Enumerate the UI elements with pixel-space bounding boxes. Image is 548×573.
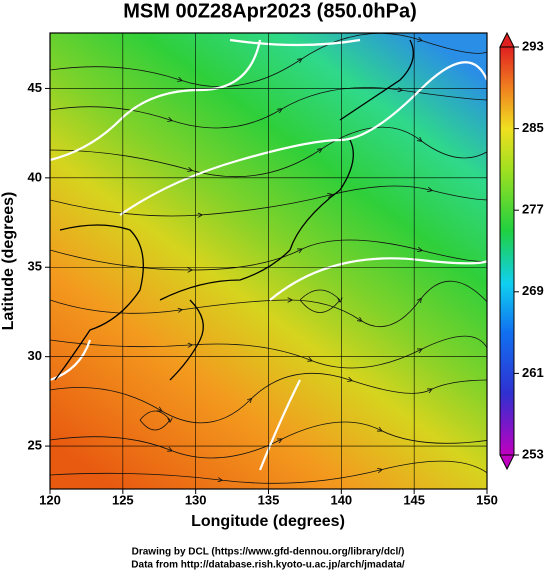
y-tick-label: 35 bbox=[28, 259, 42, 274]
colorbar-tick-label: 277 bbox=[522, 202, 544, 217]
axes: 120 125 130 135 140 145 150 25 30 35 40 45 253 261 269… bbox=[28, 33, 544, 507]
colorbar-tick-label: 253 bbox=[522, 446, 544, 461]
y-axis-label: Latitude (degrees) bbox=[0, 192, 17, 331]
x-tick-label: 120 bbox=[39, 492, 61, 507]
x-tick-label: 145 bbox=[403, 492, 425, 507]
y-tick-label: 25 bbox=[28, 438, 42, 453]
colorbar-top-extension bbox=[499, 31, 515, 48]
colorbar bbox=[499, 46, 515, 456]
y-tick-label: 45 bbox=[28, 80, 42, 95]
colorbar-tick-label: 285 bbox=[522, 120, 544, 135]
x-axis-label: Longitude (degrees) bbox=[191, 513, 345, 530]
credit: Data from http://database.rish.kyoto-u.a… bbox=[131, 560, 405, 571]
colorbar-tick-label: 261 bbox=[522, 365, 544, 380]
streamlines bbox=[50, 33, 487, 484]
x-tick-label: 125 bbox=[112, 492, 134, 507]
x-tick-label: 135 bbox=[258, 492, 280, 507]
colorbar-tick-label: 293 bbox=[522, 38, 544, 53]
coastline bbox=[54, 39, 414, 381]
y-tick-label: 40 bbox=[28, 169, 42, 184]
map-area bbox=[50, 33, 487, 489]
contours bbox=[50, 38, 487, 471]
x-tick-label: 150 bbox=[476, 492, 498, 507]
y-tick-label: 30 bbox=[28, 348, 42, 363]
colorbar-tick-label: 269 bbox=[522, 283, 544, 298]
credit: Drawing by DCL (https://www.gfd-dennou.o… bbox=[132, 547, 405, 558]
x-tick-label: 140 bbox=[330, 492, 352, 507]
x-tick-label: 130 bbox=[185, 492, 207, 507]
map-title: MSM 00Z28Apr2023 (850.0hPa) bbox=[123, 0, 416, 22]
colorbar-bottom-extension bbox=[499, 454, 515, 471]
